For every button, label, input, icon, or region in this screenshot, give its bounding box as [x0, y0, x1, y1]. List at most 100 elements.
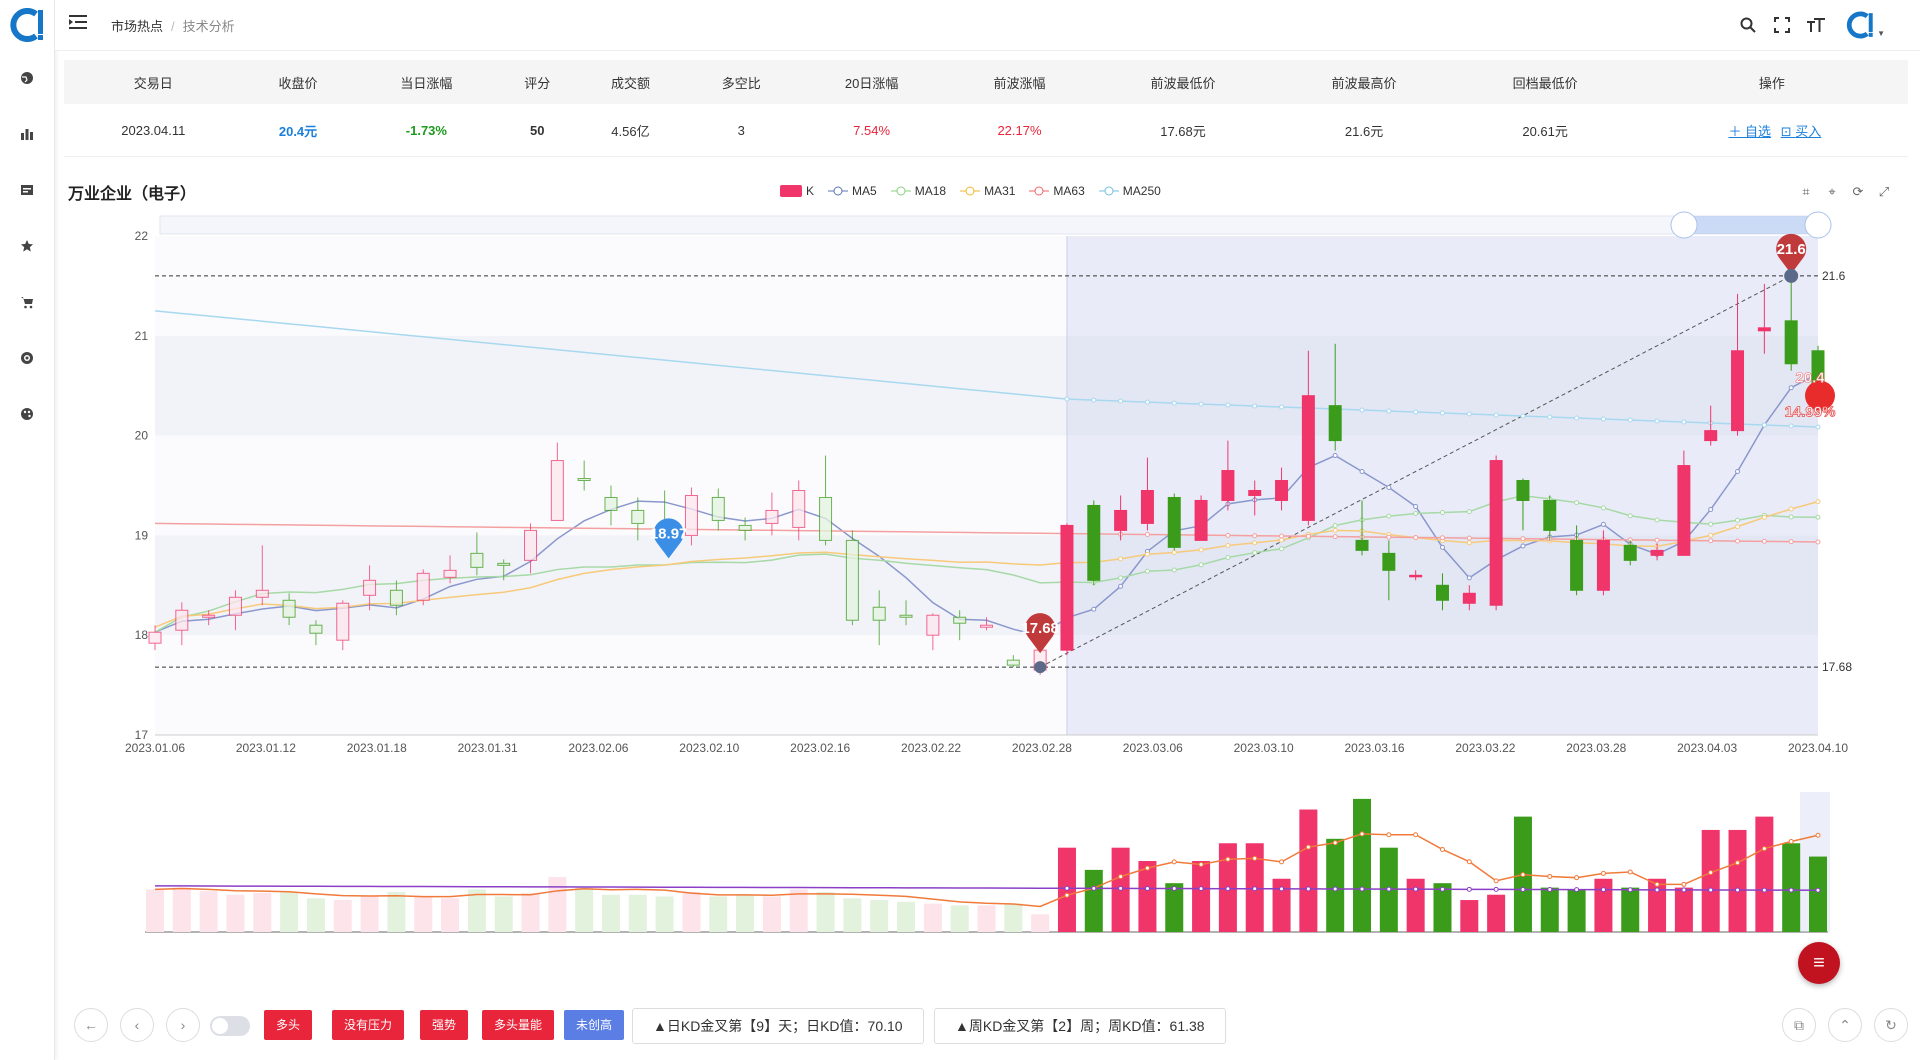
add-watchlist-link[interactable]: ＋ 自选: [1728, 123, 1772, 139]
last-price-pct: 14.99%: [1785, 404, 1836, 421]
save-image-icon[interactable]: ⤢: [1878, 184, 1890, 199]
globe-icon[interactable]: [17, 68, 37, 88]
restore-icon[interactable]: ⟳: [1852, 184, 1864, 199]
candle-body: [416, 572, 430, 601]
ma-point: [1600, 416, 1606, 422]
ma-point: [1413, 503, 1419, 509]
weekly-kd-indicator[interactable]: ▲周KD金叉第【2】周；周KD值：61.38: [934, 1008, 1226, 1044]
candle: [336, 600, 350, 651]
avatar[interactable]: ▼: [1845, 8, 1885, 42]
card-icon[interactable]: [17, 180, 37, 200]
candle-body: [1489, 460, 1503, 606]
volume-ma-point: [1305, 844, 1311, 850]
chevron-down-icon[interactable]: ▼: [1877, 28, 1885, 38]
candle-body: [899, 614, 913, 618]
candle-body: [524, 529, 538, 561]
star-icon[interactable]: [17, 236, 37, 256]
candle: [1516, 478, 1530, 531]
volume-bar: [1648, 878, 1667, 932]
volume-bar: [1567, 889, 1586, 932]
ma-point: [1654, 517, 1660, 523]
prev-icon[interactable]: ‹: [120, 1008, 154, 1042]
chart-title: 万业企业（电子）: [68, 186, 197, 203]
ma-point: [1600, 521, 1606, 527]
candle-body: [1596, 539, 1610, 591]
candle-body: [1677, 465, 1691, 556]
search-icon[interactable]: [1737, 14, 1759, 36]
candle: [443, 555, 457, 584]
candle-body: [1140, 489, 1154, 524]
candle: [1570, 525, 1584, 596]
zoom-select-icon[interactable]: ⌗: [1802, 184, 1810, 199]
day-change: -1.73%: [353, 104, 500, 157]
ma-point: [1788, 539, 1794, 545]
volume-bar: [1621, 887, 1640, 932]
marker-label: 18.97: [650, 525, 688, 542]
candle-body: [1757, 327, 1771, 332]
volume-bar: [548, 876, 567, 932]
ma-point: [1279, 546, 1285, 552]
candle: [1060, 523, 1074, 656]
menu-fab-button[interactable]: ≡: [1798, 942, 1840, 984]
zoom-reset-icon[interactable]: ⌖: [1828, 184, 1836, 199]
legend-ma5[interactable]: MA5: [828, 184, 877, 198]
palette-icon[interactable]: [17, 404, 37, 424]
volume-bar: [1809, 856, 1827, 932]
scroll-top-icon[interactable]: ⌃: [1828, 1008, 1862, 1042]
volume-ma-point: [1171, 859, 1177, 865]
toggle-switch[interactable]: [210, 1016, 250, 1036]
volume-bar: [280, 892, 299, 932]
legend-k[interactable]: K: [780, 184, 814, 198]
text-size-icon[interactable]: [1805, 14, 1827, 36]
candle: [309, 620, 323, 646]
target-icon[interactable]: [17, 348, 37, 368]
bar-chart-icon[interactable]: [17, 124, 37, 144]
logo[interactable]: [8, 8, 46, 42]
buy-link[interactable]: ⊡ 买入: [1780, 123, 1822, 139]
status-tag[interactable]: 未创高: [564, 1010, 625, 1040]
col-header: 前波涨幅: [946, 60, 1093, 104]
candle-body: [309, 624, 323, 634]
ma-point: [1198, 401, 1204, 407]
refresh-icon[interactable]: ↻: [1874, 1008, 1908, 1042]
ma-point: [1279, 533, 1285, 539]
volume-ma-point: [1466, 886, 1472, 892]
legend-ma250[interactable]: MA250: [1098, 184, 1161, 198]
ma-point: [1305, 533, 1311, 539]
fullscreen-icon[interactable]: [1771, 14, 1793, 36]
ma-point: [1144, 532, 1150, 538]
breadcrumb: 市场热点 / 技术分析: [111, 19, 235, 34]
cart-icon[interactable]: [17, 292, 37, 312]
candlestick-chart[interactable]: 17 18 19 20 21 22 2023.01.06 2023.01.12 2023.01.…: [0, 0, 1920, 960]
breadcrumb-root[interactable]: 市场热点: [111, 19, 164, 34]
daily-kd-indicator[interactable]: ▲日KD金叉第【9】天；日KD值：70.10: [632, 1008, 924, 1044]
status-tag[interactable]: 多头量能: [482, 1010, 555, 1040]
volume-ma-point: [1118, 874, 1124, 880]
stock-summary-table: 交易日 收盘价 当日涨幅 评分 成交额 多空比 20日涨幅 前波涨幅 前波最低价…: [64, 60, 1908, 157]
candle: [738, 517, 752, 541]
volume-ma-point: [1198, 886, 1204, 892]
candle: [819, 455, 833, 546]
legend-ma63[interactable]: MA63: [1029, 184, 1085, 198]
volume-ma-point: [1815, 887, 1821, 893]
volume-ma-point: [1574, 875, 1580, 881]
status-tag[interactable]: 没有压力: [332, 1010, 405, 1040]
ma-point: [1118, 556, 1124, 562]
ma-point: [1252, 533, 1258, 539]
last-price-label: 20.4: [1795, 370, 1825, 387]
prev-wave-high: 21.6元: [1273, 104, 1455, 157]
back-arrow-icon[interactable]: ←: [74, 1008, 108, 1042]
next-icon[interactable]: ›: [166, 1008, 200, 1042]
status-tag[interactable]: 强势: [420, 1010, 469, 1040]
status-tag[interactable]: 多头: [264, 1010, 313, 1040]
legend-ma18[interactable]: MA18: [890, 184, 946, 198]
copy-icon[interactable]: ⧉: [1782, 1008, 1816, 1042]
menu-toggle-icon[interactable]: [69, 14, 89, 34]
candle: [953, 610, 967, 641]
x-tick-label: 2023.03.22: [1455, 741, 1515, 755]
x-tick-label: 2023.03.16: [1345, 741, 1405, 755]
volume-ma-point: [1118, 885, 1124, 891]
col-header: 收盘价: [242, 60, 354, 104]
buy-label: 买入: [1795, 123, 1822, 139]
legend-ma31[interactable]: MA31: [960, 184, 1015, 198]
